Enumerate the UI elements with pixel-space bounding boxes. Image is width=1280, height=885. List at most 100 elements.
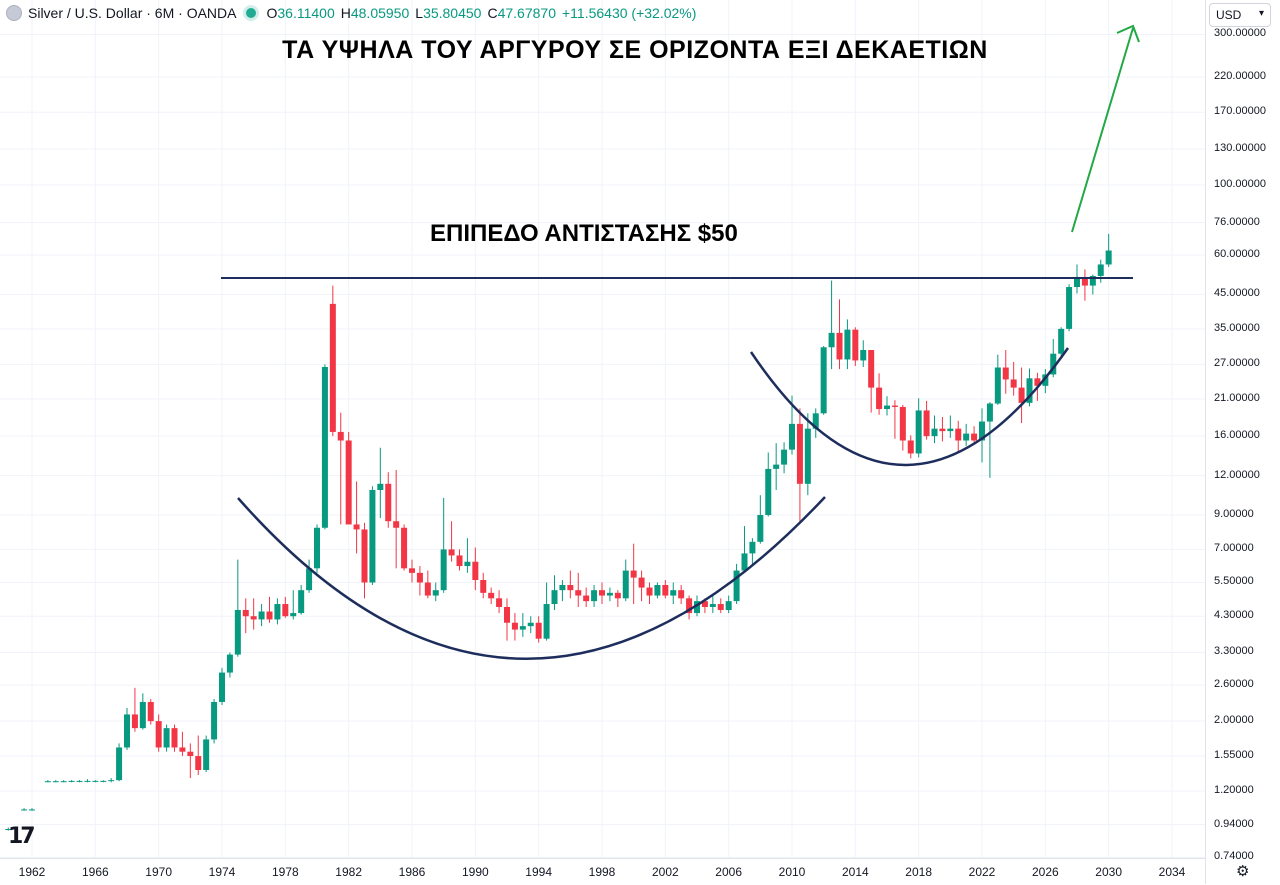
- price-axis[interactable]: 300.00000 220.00000 170.00000 130.00000 100.…: [1205, 0, 1280, 884]
- candle[interactable]: [686, 595, 693, 620]
- candle[interactable]: [852, 327, 859, 366]
- candle[interactable]: [456, 549, 463, 571]
- candle[interactable]: [369, 486, 376, 586]
- candle[interactable]: [876, 373, 883, 415]
- candle[interactable]: [416, 566, 423, 596]
- candle[interactable]: [828, 280, 835, 370]
- candle[interactable]: [393, 469, 400, 569]
- candle[interactable]: [955, 420, 962, 452]
- candle[interactable]: [717, 598, 724, 614]
- candle[interactable]: [575, 572, 582, 607]
- candle[interactable]: [226, 652, 233, 678]
- candle[interactable]: [139, 693, 146, 730]
- candle[interactable]: [409, 559, 415, 583]
- candle[interactable]: [781, 442, 788, 474]
- candle[interactable]: [678, 585, 685, 605]
- candle[interactable]: [630, 543, 637, 605]
- currency-select[interactable]: USD ▾: [1209, 3, 1271, 27]
- candle[interactable]: [891, 400, 898, 439]
- candle[interactable]: [527, 616, 534, 634]
- chart-title-annotation[interactable]: ΤΑ ΥΨΗΛΑ ΤΟΥ ΑΡΓΥΡΟΥ ΣΕ ΟΡΙΖΟΝΤΑ ΕΞΙ ΔΕΚ…: [282, 36, 988, 64]
- candle[interactable]: [559, 580, 566, 602]
- gear-icon[interactable]: ⚙: [1236, 863, 1250, 880]
- candle[interactable]: [84, 779, 91, 783]
- candle[interactable]: [52, 780, 59, 783]
- candle[interactable]: [195, 735, 202, 775]
- candle[interactable]: [931, 415, 938, 444]
- candle[interactable]: [591, 585, 598, 607]
- candle[interactable]: [1026, 368, 1033, 407]
- candle[interactable]: [108, 778, 115, 783]
- candle[interactable]: [860, 340, 867, 367]
- candle[interactable]: [820, 345, 827, 415]
- candle[interactable]: [424, 570, 431, 599]
- candle[interactable]: [535, 616, 542, 643]
- candle[interactable]: [1058, 327, 1065, 358]
- candle[interactable]: [551, 575, 558, 610]
- tradingview-logo-icon[interactable]: 17: [8, 824, 36, 849]
- candle[interactable]: [131, 687, 138, 732]
- candle[interactable]: [1010, 361, 1017, 396]
- candle[interactable]: [464, 538, 471, 573]
- candle[interactable]: [219, 667, 225, 705]
- candle[interactable]: [211, 699, 218, 744]
- candle[interactable]: [116, 743, 123, 782]
- candle[interactable]: [258, 604, 265, 627]
- candle[interactable]: [923, 400, 930, 440]
- candle[interactable]: [614, 590, 621, 607]
- candle[interactable]: [725, 595, 732, 614]
- candle[interactable]: [124, 708, 130, 750]
- cup-curve-left[interactable]: [237, 496, 826, 660]
- candle[interactable]: [963, 423, 970, 446]
- candle[interactable]: [670, 582, 677, 605]
- candle[interactable]: [480, 572, 487, 599]
- candle[interactable]: [583, 587, 590, 607]
- candle[interactable]: [432, 582, 439, 602]
- candle[interactable]: [448, 521, 455, 562]
- price-chart[interactable]: [0, 0, 1205, 858]
- candle[interactable]: [884, 396, 890, 416]
- candle[interactable]: [868, 349, 875, 413]
- candle[interactable]: [298, 585, 305, 615]
- candle[interactable]: [504, 598, 510, 641]
- candle[interactable]: [21, 808, 28, 811]
- candle[interactable]: [1105, 233, 1112, 267]
- candle[interactable]: [979, 408, 985, 463]
- candle[interactable]: [179, 731, 186, 757]
- candle[interactable]: [1018, 367, 1025, 424]
- candle[interactable]: [836, 299, 843, 370]
- candle[interactable]: [361, 522, 368, 599]
- candle[interactable]: [155, 714, 162, 752]
- candle[interactable]: [321, 364, 328, 530]
- candle[interactable]: [250, 598, 257, 630]
- candle[interactable]: [353, 481, 360, 554]
- candle[interactable]: [1002, 349, 1009, 394]
- candle[interactable]: [654, 582, 661, 599]
- candle[interactable]: [171, 724, 178, 752]
- candle[interactable]: [306, 559, 313, 593]
- candle[interactable]: [646, 582, 653, 605]
- candle[interactable]: [907, 435, 914, 459]
- candle[interactable]: [329, 285, 336, 437]
- candle[interactable]: [844, 319, 851, 370]
- candle[interactable]: [401, 524, 408, 571]
- candle[interactable]: [282, 596, 289, 618]
- time-axis[interactable]: 1962 1966 1970 1974 1978 1982 1986 1990 1994 1998…: [0, 858, 1205, 885]
- candle[interactable]: [60, 780, 67, 783]
- candle[interactable]: [345, 431, 352, 525]
- candle[interactable]: [765, 452, 772, 517]
- candle[interactable]: [662, 580, 669, 599]
- symbol-title[interactable]: Silver / U.S. Dollar · 6M · OANDA: [28, 5, 237, 21]
- candle[interactable]: [567, 570, 574, 599]
- candle[interactable]: [100, 780, 107, 783]
- candle[interactable]: [5, 827, 12, 831]
- candle[interactable]: [29, 808, 35, 811]
- candle[interactable]: [741, 526, 748, 573]
- candle[interactable]: [92, 780, 99, 783]
- candle[interactable]: [812, 408, 819, 438]
- candle[interactable]: [44, 780, 51, 783]
- candle[interactable]: [266, 596, 273, 623]
- candle[interactable]: [986, 402, 993, 478]
- candle[interactable]: [511, 613, 518, 641]
- candle[interactable]: [1066, 284, 1073, 332]
